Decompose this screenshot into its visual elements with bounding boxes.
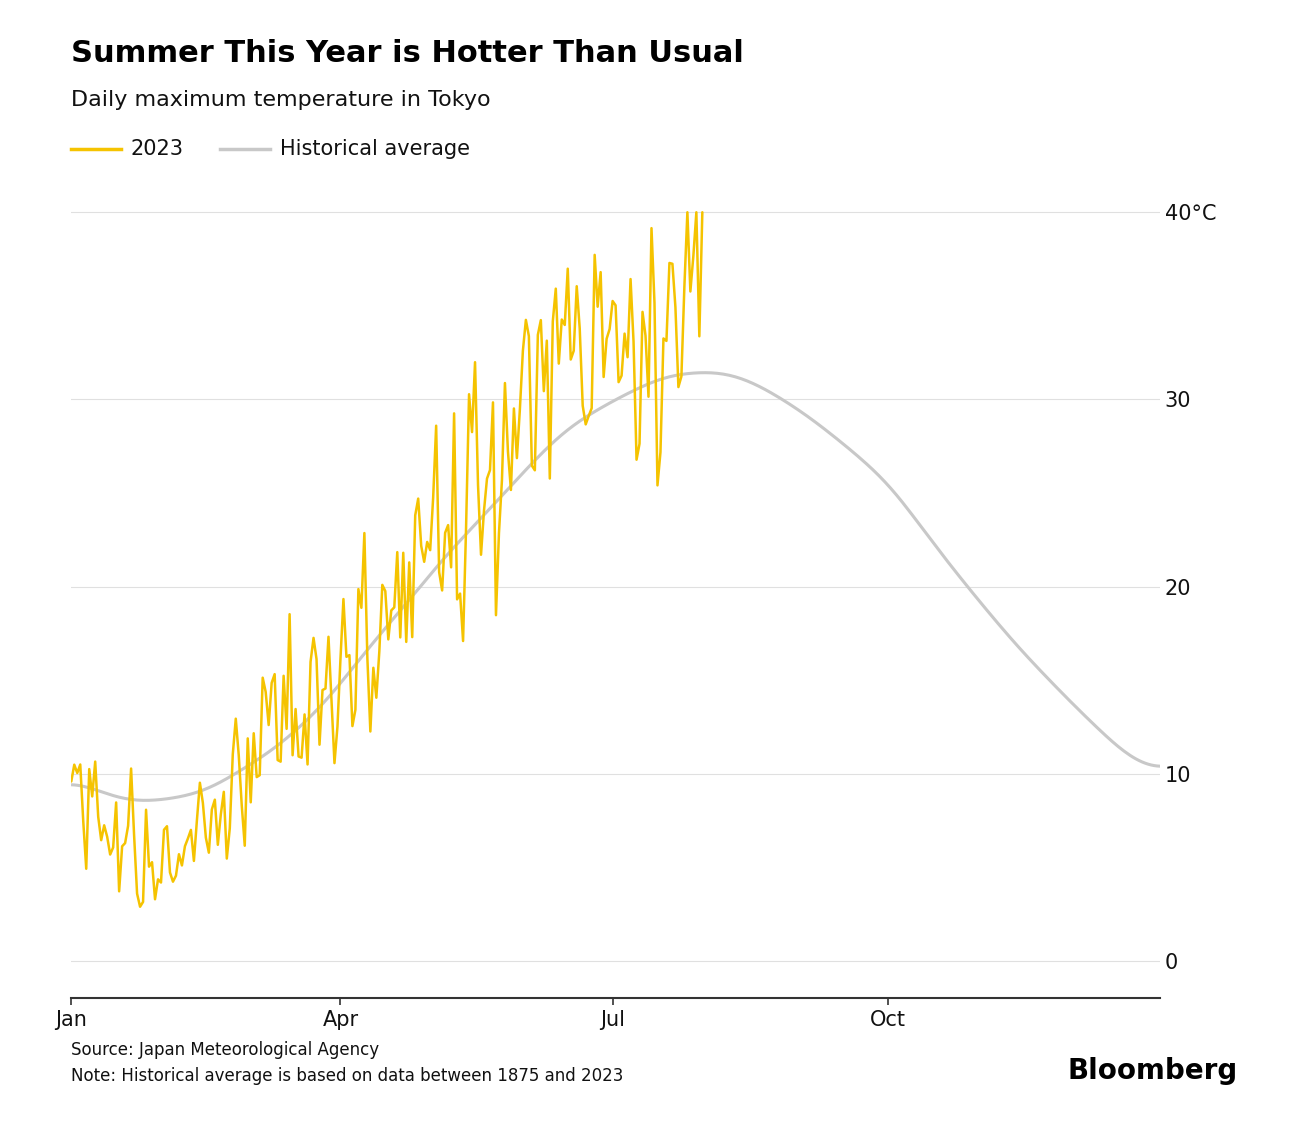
Text: 2023: 2023 bbox=[131, 139, 184, 159]
Text: Summer This Year is Hotter Than Usual: Summer This Year is Hotter Than Usual bbox=[71, 39, 744, 69]
Text: Bloomberg: Bloomberg bbox=[1068, 1057, 1238, 1085]
Text: Source: Japan Meteorological Agency
Note: Historical average is based on data be: Source: Japan Meteorological Agency Note… bbox=[71, 1041, 623, 1085]
Text: Historical average: Historical average bbox=[280, 139, 470, 159]
Text: Daily maximum temperature in Tokyo: Daily maximum temperature in Tokyo bbox=[71, 90, 491, 111]
